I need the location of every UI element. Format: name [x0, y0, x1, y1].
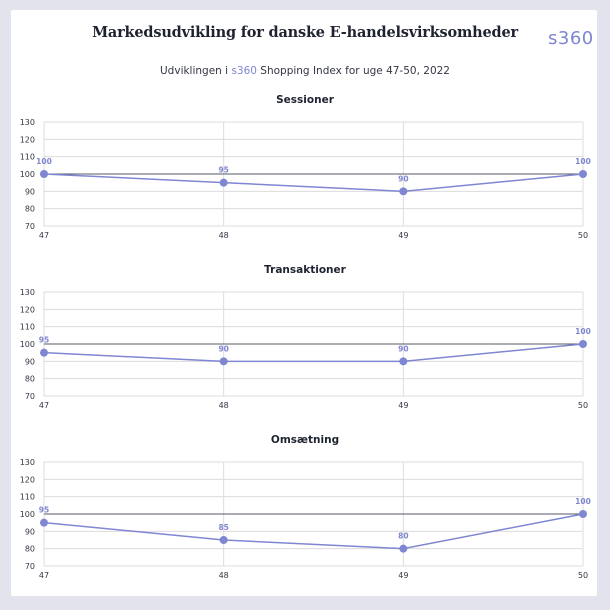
y-tick-label: 110 [20, 493, 35, 502]
data-point [579, 170, 587, 178]
y-tick-label: 80 [25, 205, 35, 214]
brand-logo: s360 [548, 28, 594, 49]
y-tick-label: 80 [25, 545, 35, 554]
x-tick-label: 47 [39, 231, 49, 240]
y-tick-label: 110 [20, 153, 35, 162]
subtitle-suffix: Shopping Index for uge 47-50, 2022 [256, 65, 450, 77]
y-tick-label: 110 [20, 323, 35, 332]
data-label: 80 [398, 532, 408, 541]
data-label: 90 [398, 344, 408, 353]
data-point [40, 348, 48, 357]
data-point [219, 536, 228, 544]
y-tick-label: 90 [25, 527, 35, 536]
subtitle-prefix: Udviklingen i [160, 65, 232, 77]
x-tick-label: 49 [398, 231, 408, 240]
y-tick-label: 70 [25, 222, 35, 231]
y-tick-label: 130 [20, 288, 35, 297]
y-tick-label: 70 [25, 562, 35, 571]
data-label: 100 [575, 157, 591, 166]
data-label: 90 [398, 174, 408, 183]
data-point [399, 357, 408, 366]
x-tick-label: 48 [219, 401, 229, 410]
series-line [43, 343, 584, 363]
data-point [219, 357, 228, 366]
panel-title-omsaetning: Omsætning [270, 434, 340, 446]
subtitle-brand: s360 [231, 65, 257, 77]
data-label: 95 [39, 336, 49, 345]
y-tick-label: 120 [20, 475, 35, 484]
x-tick-label: 50 [578, 571, 588, 580]
x-tick-label: 49 [398, 571, 408, 580]
page-title: Markedsudvikling for danske E-handelsvir… [92, 24, 518, 41]
data-label: 95 [218, 166, 228, 175]
y-tick-label: 120 [20, 305, 35, 314]
data-label: 90 [218, 344, 228, 353]
data-point [399, 187, 408, 196]
x-tick-label: 49 [398, 401, 408, 410]
x-tick-label: 50 [578, 231, 588, 240]
data-label: 100 [36, 157, 52, 166]
chart-omsaetning: 70 80 90 100 110 120 130 47 48 49 50 95 85 80 100 [20, 458, 591, 580]
page-subtitle: Udviklingen i s360 Shopping Index for ug… [0, 65, 610, 77]
data-point [579, 510, 587, 518]
x-tick-label: 48 [219, 231, 229, 240]
x-tick-label: 50 [578, 401, 588, 410]
y-tick-label: 100 [20, 340, 35, 349]
data-point [40, 518, 48, 527]
panel-title-transaktioner: Transaktioner [264, 264, 346, 276]
data-label: 95 [39, 506, 49, 515]
y-tick-label: 90 [25, 357, 35, 366]
panel-title-sessioner: Sessioner [276, 94, 334, 106]
y-tick-label: 100 [20, 170, 35, 179]
data-point [219, 178, 228, 187]
chart-card [11, 10, 597, 596]
y-tick-label: 80 [25, 375, 35, 384]
data-label: 100 [575, 497, 591, 506]
data-label: 100 [575, 327, 591, 336]
data-label: 85 [218, 523, 228, 532]
y-tick-label: 130 [20, 458, 35, 467]
y-tick-label: 70 [25, 392, 35, 401]
x-tick-label: 47 [39, 571, 49, 580]
data-point [579, 340, 587, 348]
y-tick-label: 90 [25, 187, 35, 196]
series-line [43, 173, 584, 193]
y-tick-label: 130 [20, 118, 35, 127]
y-tick-label: 100 [20, 510, 35, 519]
x-tick-label: 47 [39, 401, 49, 410]
series-line [43, 513, 584, 550]
x-tick-label: 48 [219, 571, 229, 580]
data-point [399, 544, 408, 553]
y-tick-label: 120 [20, 135, 35, 144]
chart-transaktioner: 70 80 90 100 110 120 130 47 48 49 50 95 90 90 100 [20, 288, 591, 410]
data-point [40, 170, 48, 178]
